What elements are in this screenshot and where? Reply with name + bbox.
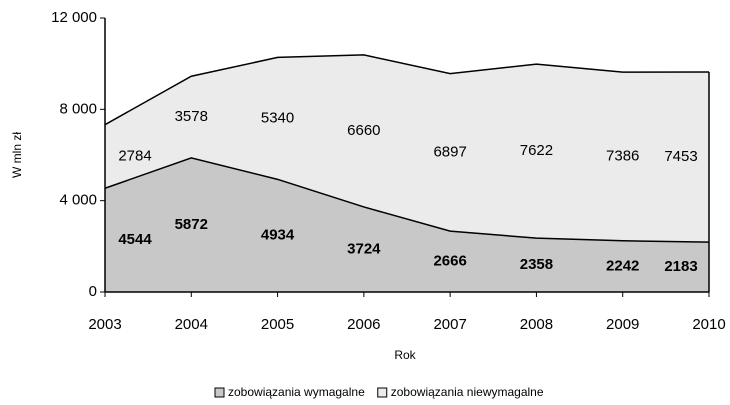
x-tick-label: 2009 [606, 316, 639, 333]
y-tick-label: 8 000 [59, 100, 97, 117]
data-label: 6660 [347, 122, 380, 139]
data-label: 5872 [175, 216, 208, 233]
legend-swatch [214, 387, 225, 398]
area-line [104, 157, 710, 243]
x-axis-label: Rok [394, 348, 416, 362]
y-tick-label: 0 [89, 283, 97, 300]
data-label: 3578 [175, 108, 208, 125]
data-label: 7453 [664, 148, 697, 165]
x-tick-label: 2004 [175, 316, 208, 333]
data-label: 7622 [520, 142, 553, 159]
legend-label: zobowiązania wymagalne [228, 385, 365, 399]
y-tick-label: 4 000 [59, 192, 97, 209]
data-label: 7386 [606, 147, 639, 164]
y-tick-label: 12 000 [51, 9, 97, 26]
data-label: 2358 [520, 256, 553, 273]
legend-label: zobowiązania niewymagalne [391, 385, 544, 399]
x-tick-label: 2003 [88, 316, 121, 333]
x-tick-label: 2008 [520, 316, 553, 333]
data-label: 6897 [433, 143, 466, 160]
y-axis-label: W mln zł [10, 132, 24, 178]
data-label: 2666 [433, 253, 466, 270]
data-label: 2183 [664, 258, 697, 275]
area-line [104, 54, 710, 126]
data-label: 3724 [347, 240, 381, 257]
x-tick-label: 2007 [433, 316, 466, 333]
x-tick-label: 2010 [692, 316, 725, 333]
x-tick-label: 2006 [347, 316, 380, 333]
area [105, 54, 709, 243]
data-label: 2784 [118, 147, 151, 164]
data-label: 5340 [261, 109, 294, 126]
data-label: 4544 [118, 231, 152, 248]
data-label: 2242 [606, 257, 639, 274]
area [105, 157, 709, 292]
legend-swatch [377, 387, 388, 398]
x-tick-label: 2005 [261, 316, 294, 333]
data-label: 4934 [261, 227, 295, 244]
